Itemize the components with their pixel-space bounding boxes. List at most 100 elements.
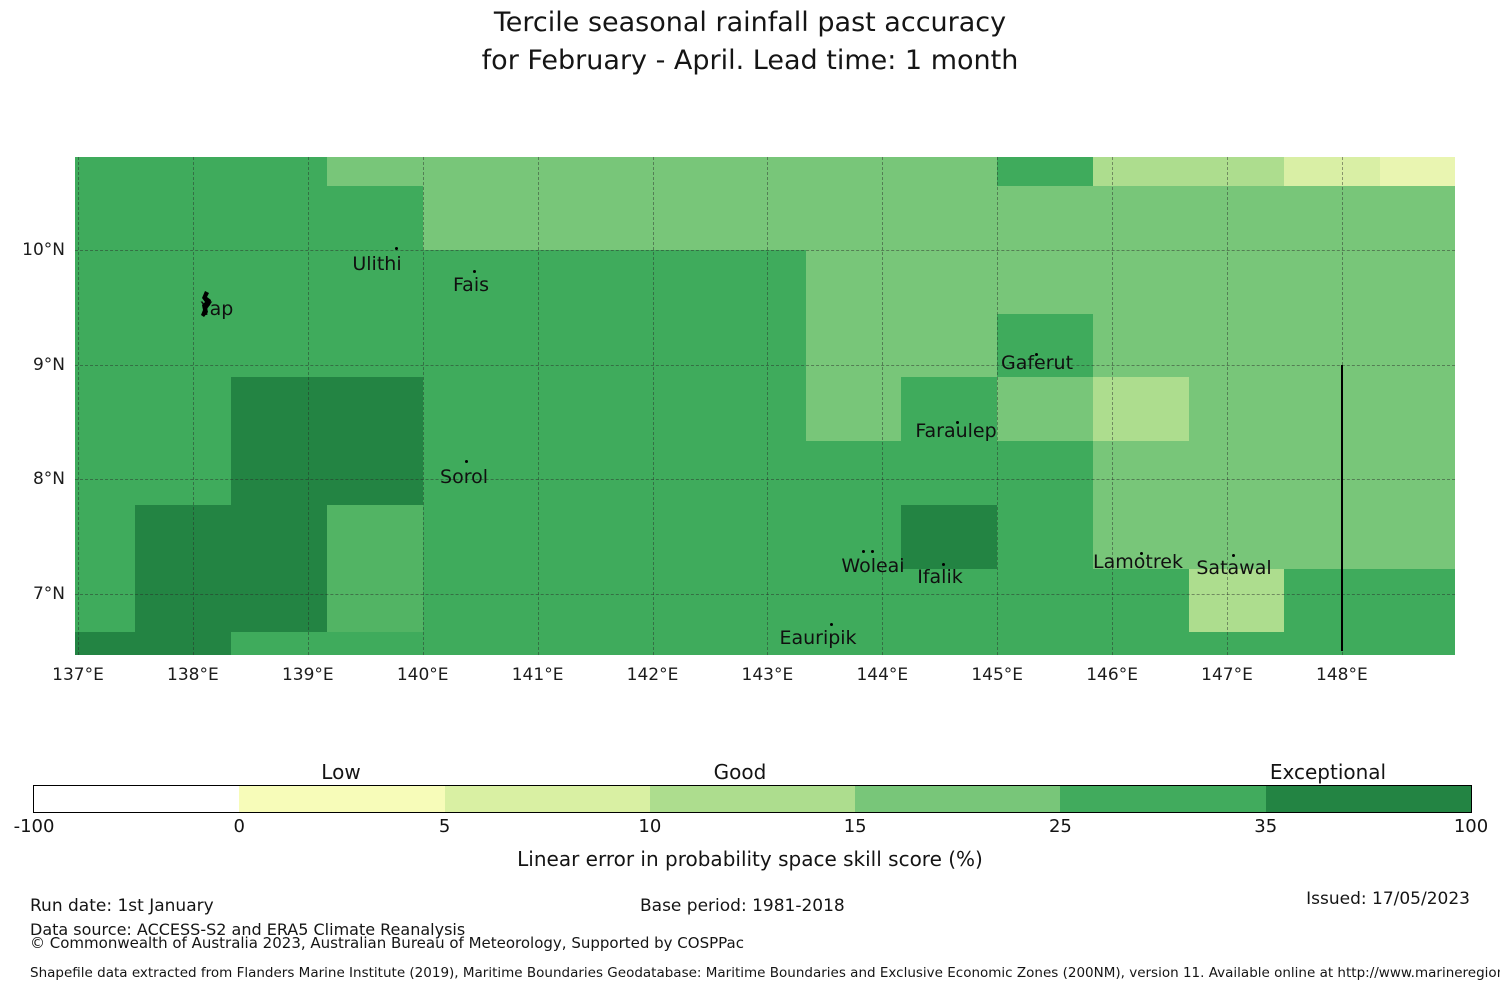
map-cell xyxy=(1380,377,1455,442)
map-cell xyxy=(1188,377,1285,442)
figure-title-line2: for February - April. Lead time: 1 month xyxy=(481,45,1019,76)
colorbar-tick-label: 10 xyxy=(638,816,662,837)
map-cell xyxy=(231,157,327,187)
x-tick-label: 141°E xyxy=(511,665,564,685)
island-label-ulithi: Ulithi xyxy=(352,253,402,275)
map-cell xyxy=(518,441,615,505)
island-label-lamotrek: Lamotrek xyxy=(1093,551,1183,573)
map-cell xyxy=(709,568,806,633)
gridline-vertical xyxy=(422,157,424,655)
map-cell xyxy=(518,632,615,655)
x-tick-label: 143°E xyxy=(741,665,794,685)
map-cell xyxy=(1188,504,1285,569)
map-cell xyxy=(901,441,998,505)
map-cell xyxy=(326,250,423,314)
y-tick-label: 9°N xyxy=(32,354,65,375)
map-cell xyxy=(1188,186,1285,250)
map-cell xyxy=(1284,157,1381,187)
map-cell xyxy=(422,377,519,442)
map-cell xyxy=(901,568,998,633)
map-cell xyxy=(997,250,1093,314)
colorbar-tick-label: 35 xyxy=(1254,816,1278,837)
map-cell xyxy=(326,313,423,378)
map-cell xyxy=(518,250,615,314)
map-cell xyxy=(614,157,710,187)
island-marker-dot xyxy=(955,420,959,424)
map-cell xyxy=(1284,186,1381,250)
yap-island-shape xyxy=(197,290,217,322)
colorbar-segment xyxy=(649,786,856,812)
map-cell xyxy=(75,441,136,505)
map-cell xyxy=(422,568,519,633)
map-cell xyxy=(1284,632,1381,655)
map-cell xyxy=(1092,157,1189,187)
map-cell xyxy=(1188,632,1285,655)
gridline-vertical xyxy=(652,157,654,655)
map-cell xyxy=(422,250,519,314)
map-plot: Yap Ulithi Fais Sorol Gaferut Faraulep Woleai I… xyxy=(22,157,1455,685)
island-label-eauripik: Eauripik xyxy=(779,627,857,649)
colorbar-tick-label: 25 xyxy=(1048,816,1072,837)
island-marker-dot xyxy=(394,246,398,250)
y-tick-label: 7°N xyxy=(32,584,65,605)
gridline-horizontal xyxy=(75,594,1455,596)
map-cell xyxy=(231,568,327,633)
map-cell xyxy=(1380,157,1455,187)
map-cell xyxy=(231,250,327,314)
figure-title: Tercile seasonal rainfall past accuracy … xyxy=(0,4,1500,80)
gridline-vertical xyxy=(1227,157,1228,655)
map-cell xyxy=(805,504,902,569)
map-cell xyxy=(1380,632,1455,655)
gridline-horizontal xyxy=(75,250,1455,251)
map-cell xyxy=(75,186,136,250)
map-cell xyxy=(1284,313,1381,378)
map-cell xyxy=(135,568,232,633)
map-cell xyxy=(1284,441,1381,505)
colorbar-segment xyxy=(1265,786,1471,812)
map-cell xyxy=(614,632,710,655)
island-label-ifalik: Ifalik xyxy=(917,566,963,588)
colorbar-tick-label: 5 xyxy=(438,816,451,837)
island-marker-dot xyxy=(472,269,476,273)
map-cell xyxy=(1092,377,1189,442)
map-cell xyxy=(614,250,710,314)
island-label-satawal: Satawal xyxy=(1196,557,1272,579)
map-cell xyxy=(901,632,998,655)
map-cell xyxy=(135,377,232,442)
map-cell xyxy=(997,504,1093,569)
map-cell xyxy=(231,377,327,442)
map-cell xyxy=(901,186,998,250)
island-marker-dot xyxy=(829,622,833,626)
map-cell xyxy=(231,441,327,505)
map-cell xyxy=(75,313,136,378)
map-cell xyxy=(518,157,615,187)
map-cell xyxy=(422,504,519,569)
island-marker-dot xyxy=(861,549,865,553)
gridline-vertical xyxy=(997,157,999,655)
colorbar-class-label-low: Low xyxy=(321,760,361,784)
map-cell xyxy=(518,504,615,569)
map-cell xyxy=(997,568,1093,633)
island-marker-dot xyxy=(1139,551,1143,555)
map-cell xyxy=(135,313,232,378)
x-tick-label: 145°E xyxy=(971,665,1024,685)
map-cell xyxy=(1188,157,1285,187)
map-cell xyxy=(1284,250,1381,314)
x-tick-label: 147°E xyxy=(1201,665,1253,685)
x-tick-label: 142°E xyxy=(626,665,679,685)
map-cell xyxy=(709,186,806,250)
island-label-sorol: Sorol xyxy=(440,466,488,488)
map-cell xyxy=(422,632,519,655)
base-period-text: Base period: 1981-2018 xyxy=(640,896,845,916)
map-cell xyxy=(1380,504,1455,569)
colorbar-segment xyxy=(34,786,240,812)
map-cell xyxy=(75,568,136,633)
map-cell xyxy=(1188,250,1285,314)
map-cell xyxy=(326,186,423,250)
gridline-vertical xyxy=(537,157,539,655)
island-marker-dot xyxy=(464,459,468,463)
map-cell xyxy=(1284,568,1381,633)
map-cell xyxy=(709,632,806,655)
x-tick-label: 139°E xyxy=(281,665,334,685)
